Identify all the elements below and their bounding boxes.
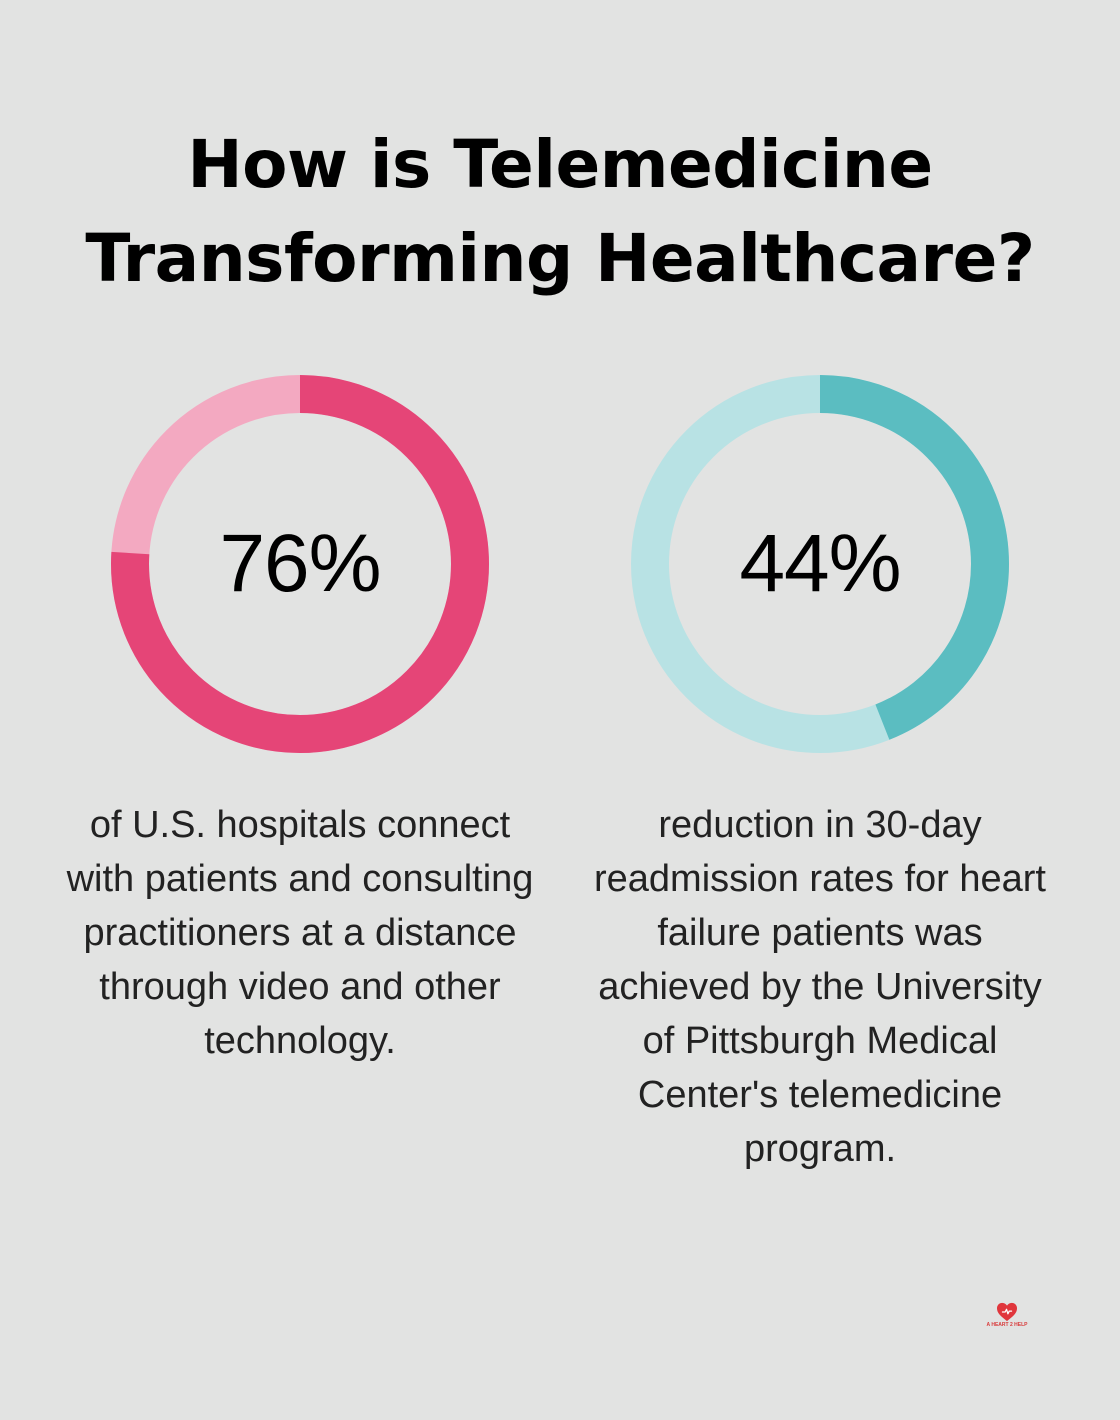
page-title: How is Telemedicine Transforming Healthc… — [85, 126, 1035, 297]
stat-description: reduction in 30-day readmission rates fo… — [594, 804, 1046, 1170]
stat-card-readmission: 44% reduction in 30-day readmission rate… — [580, 374, 1060, 1176]
logo-text: A HEART 2 HELP — [986, 1322, 1028, 1328]
donut-svg — [111, 375, 489, 753]
heart-icon — [997, 1302, 1017, 1322]
donut-svg — [631, 375, 1009, 753]
stat-percentage: 76% — [219, 518, 381, 609]
donut-chart: 76% — [110, 374, 490, 754]
donut-value-arc — [631, 375, 1009, 753]
stat-card-hospitals: 76% of U.S. hospitals connect with patie… — [60, 374, 540, 1068]
brand-logo: A HEART 2 HELP — [984, 1302, 1030, 1332]
stat-description: of U.S. hospitals connect with patients … — [66, 804, 534, 1062]
donut-value-arc — [111, 375, 489, 753]
donut-chart: 44% — [630, 374, 1010, 754]
stat-percentage: 44% — [739, 518, 901, 609]
